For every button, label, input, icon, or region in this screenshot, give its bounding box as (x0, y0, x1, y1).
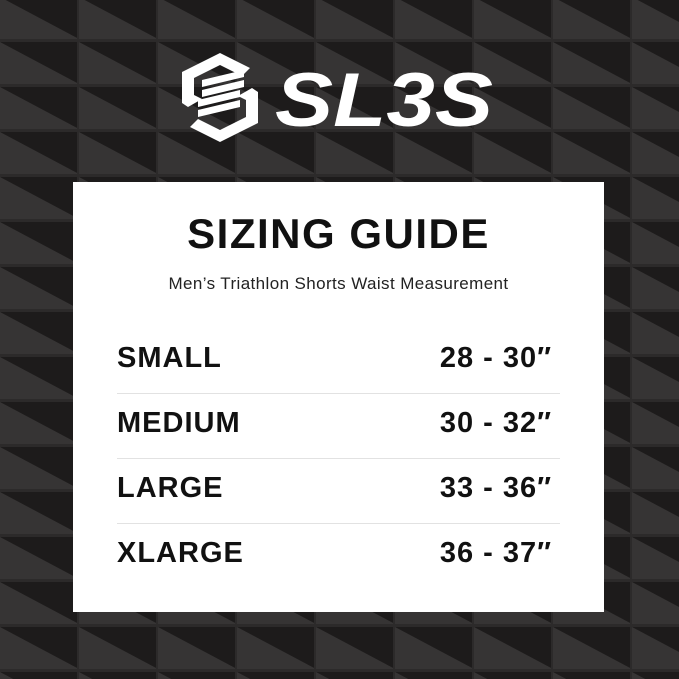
size-range: 36 - 37″ (439, 537, 552, 569)
brand-name: SL3S (275, 58, 493, 143)
subtitle: Men’s Triathlon Shorts Waist Measurement (168, 274, 509, 293)
size-row-small: SMALL 28 - 30″ (117, 328, 560, 394)
size-label: XLARGE (117, 537, 244, 569)
page-title: SIZING GUIDE (187, 210, 490, 257)
hexagon-s-stripes-icon (182, 53, 258, 142)
size-label: MEDIUM (117, 407, 241, 439)
size-row-medium: MEDIUM 30 - 32″ (117, 393, 560, 459)
size-range: 28 - 30″ (439, 342, 552, 374)
size-row-xlarge: XLARGE 36 - 37″ (117, 523, 560, 588)
size-row-large: LARGE 33 - 36″ (117, 458, 560, 524)
size-label: LARGE (117, 472, 224, 504)
sl3s-logo: SL3S (182, 53, 493, 143)
size-label: SMALL (117, 342, 222, 374)
size-range: 30 - 32″ (439, 407, 552, 439)
sizing-guide-card: SIZING GUIDE Men’s Triathlon Shorts Wais… (73, 182, 604, 612)
size-range: 33 - 36″ (439, 472, 552, 504)
